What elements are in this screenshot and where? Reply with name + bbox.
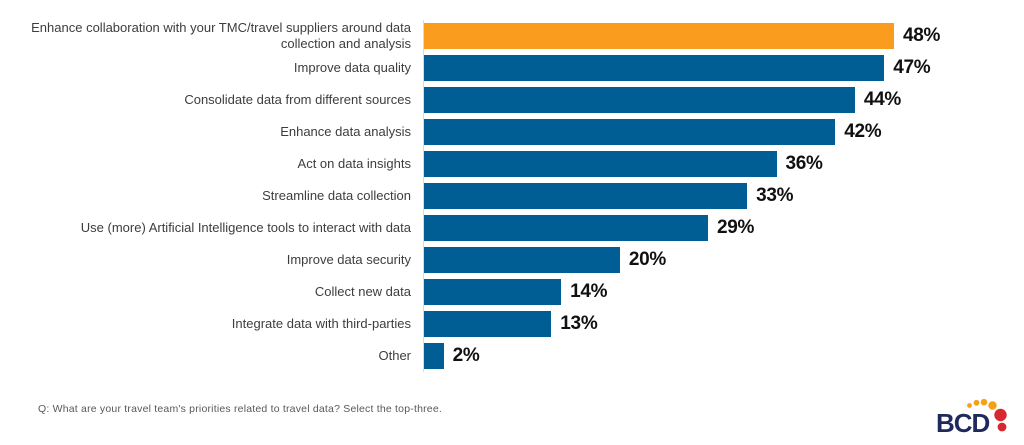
category-label: Improve data security	[286, 252, 411, 268]
chart-row: Act on data insights 36%	[0, 148, 1024, 180]
bcd-logo-text: BCD	[936, 408, 990, 438]
chart-row: Other 2%	[0, 340, 1024, 372]
bar	[424, 311, 552, 337]
value-label: 33%	[756, 185, 794, 206]
bar-track: 44%	[423, 84, 1024, 116]
bcd-logo: BCD	[936, 396, 1012, 440]
category-label: Enhance data analysis	[280, 124, 411, 140]
category-label: Collect new data	[314, 284, 411, 300]
bar	[424, 279, 562, 305]
bar-track: 2%	[423, 340, 1024, 372]
value-label: 47%	[893, 57, 931, 78]
chart-row: Consolidate data from different sources 4…	[0, 84, 1024, 116]
chart-row: Improve data security 20%	[0, 244, 1024, 276]
value-label: 48%	[903, 25, 941, 46]
survey-question-note: Q: What are your travel team's prioritie…	[38, 403, 443, 415]
bar	[424, 215, 708, 241]
value-label: 20%	[628, 249, 666, 270]
chart-row: Streamline data collection 33%	[0, 180, 1024, 212]
bar-track: 13%	[423, 308, 1024, 340]
category-label: Consolidate data from different sources	[184, 92, 411, 108]
bar-track: 42%	[423, 116, 1024, 148]
bar	[424, 55, 885, 81]
category-label: Integrate data with third-parties	[231, 316, 411, 332]
logo-dot-medium	[988, 401, 997, 410]
value-label: 14%	[570, 281, 608, 302]
category-label: Act on data insights	[297, 156, 411, 172]
bar	[424, 183, 748, 209]
bar-track: 36%	[423, 148, 1024, 180]
value-label: 36%	[785, 153, 823, 174]
chart-row: Enhance data analysis 42%	[0, 116, 1024, 148]
bar	[424, 119, 836, 145]
value-label: 44%	[863, 89, 901, 110]
logo-dot-small-1	[967, 403, 972, 408]
chart-row: Collect new data 14%	[0, 276, 1024, 308]
chart-row: Enhance collaboration with your TMC/trav…	[0, 20, 1024, 52]
category-label: Improve data quality	[293, 60, 411, 76]
value-label: 2%	[452, 345, 480, 366]
value-label: 29%	[716, 217, 755, 238]
bar-track: 33%	[423, 180, 1024, 212]
chart-row: Integrate data with third-parties 13%	[0, 308, 1024, 340]
value-label: 13%	[560, 313, 598, 334]
category-label: Streamline data collection	[262, 188, 411, 204]
bar	[424, 151, 777, 177]
chart-row: Use (more) Artificial Intelligence tools…	[0, 212, 1024, 244]
bar-track: 48%	[423, 20, 1024, 52]
chart-row: Improve data quality 47%	[0, 52, 1024, 84]
value-label: 42%	[844, 121, 882, 142]
bar	[424, 343, 444, 369]
bar	[424, 247, 620, 273]
bcd-logo-graphic: BCD	[936, 398, 1007, 438]
logo-dot-large	[994, 408, 1007, 422]
bar	[424, 87, 855, 113]
category-label: Enhance collaboration with your TMC/trav…	[31, 20, 411, 51]
category-label: Other	[378, 348, 411, 364]
logo-dot-small-2	[973, 399, 980, 406]
category-label: Use (more) Artificial Intelligence tools…	[80, 220, 411, 236]
bar-track: 20%	[423, 244, 1024, 276]
bar-highlighted	[424, 23, 894, 49]
logo-dot-small-3	[980, 398, 988, 406]
bar-track: 14%	[423, 276, 1024, 308]
logo-dot-bottom	[997, 422, 1007, 432]
bar-chart: Enhance collaboration with your TMC/trav…	[0, 20, 1024, 372]
bar-track: 47%	[423, 52, 1024, 84]
bar-track: 29%	[423, 212, 1024, 244]
